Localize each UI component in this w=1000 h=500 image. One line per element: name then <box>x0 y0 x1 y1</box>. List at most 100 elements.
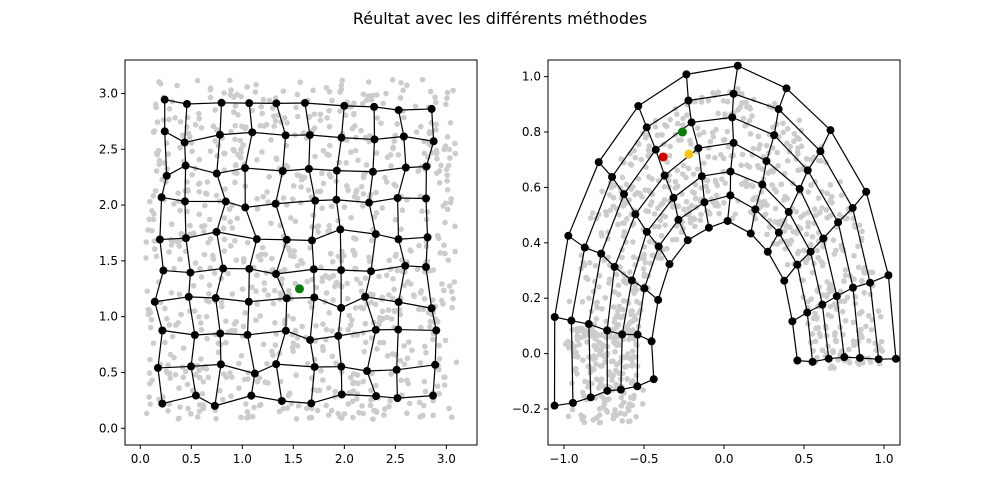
sample-point <box>769 181 775 188</box>
sample-point <box>627 269 633 275</box>
sample-point <box>421 378 428 385</box>
sample-point <box>430 297 436 303</box>
sample-point <box>724 128 731 135</box>
grid-node <box>282 235 291 244</box>
sample-point <box>368 97 375 103</box>
grid-edge <box>887 275 897 359</box>
grid-edge <box>337 307 342 336</box>
grid-node <box>660 171 669 180</box>
grid-edge <box>190 267 224 274</box>
grid-node <box>337 390 346 399</box>
grid-edge <box>403 136 407 168</box>
sample-point <box>450 87 456 94</box>
sample-point <box>623 280 630 287</box>
sample-point <box>258 251 264 258</box>
sample-point <box>320 377 326 383</box>
grid-edge <box>219 333 222 365</box>
sample-point <box>434 383 441 389</box>
sample-point <box>404 377 410 384</box>
sample-point <box>271 123 277 129</box>
grid-edge <box>337 335 342 367</box>
sample-point <box>176 385 182 391</box>
sample-point <box>832 330 838 336</box>
sample-point <box>230 94 237 100</box>
sample-point <box>813 212 819 219</box>
sample-point <box>294 262 301 269</box>
grid-edge <box>821 304 830 359</box>
grid-node <box>250 369 259 378</box>
sample-point <box>359 100 366 107</box>
sample-point <box>631 312 637 319</box>
sample-point <box>317 188 324 195</box>
grid-edge <box>786 87 831 131</box>
sample-point <box>861 289 867 296</box>
sample-point <box>165 408 171 414</box>
grid-edge <box>606 266 616 331</box>
sample-point <box>447 120 454 126</box>
grid-edge <box>246 334 256 374</box>
sample-point <box>190 230 197 237</box>
sample-point <box>861 270 868 276</box>
sample-point <box>165 362 171 368</box>
grid-edge <box>249 268 277 275</box>
grid-node <box>763 247 772 256</box>
grid-node <box>248 128 257 137</box>
sample-point <box>683 198 690 205</box>
sample-point <box>814 354 820 361</box>
sample-point <box>808 241 814 248</box>
grid-node <box>834 218 843 227</box>
sample-point <box>823 293 830 300</box>
grid-node <box>651 145 660 154</box>
sample-point <box>764 202 770 208</box>
sample-point <box>444 178 450 184</box>
sample-point <box>579 299 586 305</box>
sample-point <box>323 326 330 333</box>
sample-point <box>443 101 449 108</box>
grid-node <box>568 398 577 407</box>
sample-point <box>844 215 850 221</box>
sample-point <box>370 416 376 422</box>
grid-edge <box>310 366 316 404</box>
grid-node <box>597 249 606 258</box>
grid-edge <box>396 369 399 399</box>
sample-point <box>232 136 238 143</box>
sample-point <box>206 282 213 288</box>
sample-point <box>618 156 625 162</box>
sample-point <box>612 367 619 374</box>
sample-point <box>352 265 358 272</box>
sample-point <box>647 202 654 208</box>
grid-node <box>363 367 372 376</box>
sample-point <box>596 406 603 412</box>
sample-point <box>323 85 330 91</box>
sample-point <box>622 411 628 417</box>
sample-point <box>156 157 163 164</box>
grid-node <box>683 236 692 245</box>
sample-point <box>227 77 233 84</box>
grid-edge <box>154 296 189 303</box>
sample-point <box>292 280 299 287</box>
grid-edge <box>750 233 769 253</box>
sample-point <box>295 403 302 409</box>
sample-point <box>766 224 773 230</box>
sample-point <box>742 122 748 129</box>
sample-point <box>414 266 421 273</box>
grid-node <box>620 190 629 199</box>
left-x-tick-label: 2.5 <box>386 452 405 466</box>
sample-point <box>809 269 816 276</box>
sample-point <box>287 252 294 259</box>
grid-edge <box>865 191 889 276</box>
right-y-tick-label: 0.0 <box>522 347 541 361</box>
sample-point <box>713 126 719 133</box>
sample-point <box>628 308 634 315</box>
sample-point <box>610 194 617 201</box>
sample-point <box>231 169 238 176</box>
grid-edge <box>275 239 288 275</box>
sample-point <box>619 254 625 261</box>
sample-point <box>705 153 712 160</box>
grid-edge <box>256 238 287 241</box>
grid-node <box>806 247 815 256</box>
sample-point <box>373 189 379 196</box>
grid-edge <box>588 253 602 325</box>
grid-edge <box>687 227 710 241</box>
